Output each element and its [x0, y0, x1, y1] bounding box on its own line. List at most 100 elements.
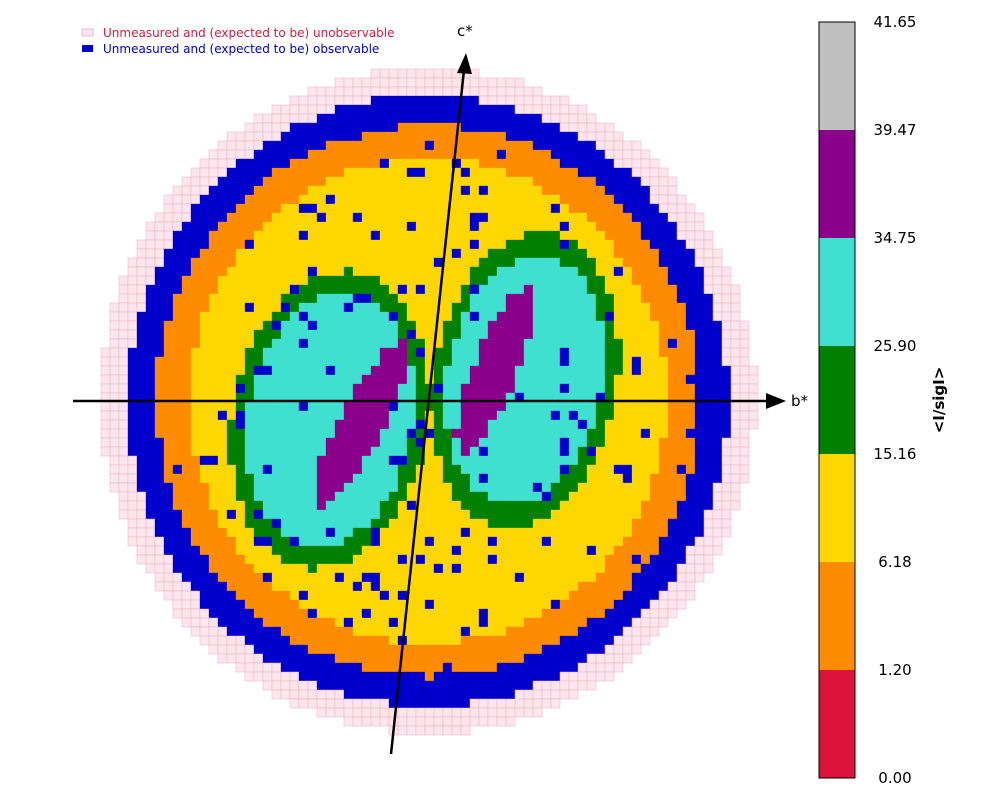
heatmap-cell [298, 194, 309, 205]
heatmap-cell [190, 428, 201, 439]
heatmap-cell [316, 581, 327, 592]
heatmap-cell [577, 158, 588, 169]
heatmap-cell [478, 545, 489, 556]
heatmap-cell [388, 221, 399, 232]
heatmap-cell [478, 707, 489, 718]
heatmap-cell [442, 716, 453, 727]
heatmap-cell [316, 356, 327, 367]
heatmap-cell [181, 194, 192, 205]
heatmap-cell [172, 230, 183, 241]
heatmap-cell [433, 518, 444, 529]
heatmap-cell [280, 185, 291, 196]
heatmap-cell [667, 500, 678, 511]
heatmap-cell [505, 203, 516, 214]
heatmap-cell [388, 428, 399, 439]
heatmap-cell [541, 572, 552, 583]
heatmap-cell [541, 644, 552, 655]
heatmap-cell [253, 437, 264, 448]
heatmap-cell [505, 338, 516, 349]
heatmap-cell [460, 545, 471, 556]
heatmap-cell [415, 347, 426, 358]
heatmap-cell [136, 428, 147, 439]
heatmap-cell [352, 131, 363, 142]
heatmap-cell [505, 230, 516, 241]
heatmap-cell [325, 356, 336, 367]
heatmap-cell [631, 410, 642, 421]
heatmap-cell [460, 194, 471, 205]
heatmap-cell [442, 383, 453, 394]
heatmap-cell [325, 671, 336, 682]
heatmap-cell [271, 365, 282, 376]
heatmap-cell [568, 464, 579, 475]
heatmap-cell [235, 662, 246, 673]
heatmap-cell [181, 230, 192, 241]
heatmap-cell [451, 374, 462, 385]
heatmap-cell [667, 203, 678, 214]
heatmap-cell [541, 563, 552, 574]
heatmap-cell [352, 257, 363, 268]
heatmap-cell [217, 239, 228, 250]
heatmap-cell [559, 500, 570, 511]
heatmap-cell [253, 572, 264, 583]
heatmap-cell [550, 689, 561, 700]
heatmap-cell [460, 536, 471, 547]
heatmap-cell [280, 608, 291, 619]
heatmap-cell [523, 338, 534, 349]
heatmap-cell [694, 473, 705, 484]
heatmap-cell [388, 230, 399, 241]
heatmap-cell [361, 104, 372, 115]
heatmap-cell [397, 347, 408, 358]
heatmap-cell [469, 698, 480, 709]
heatmap-cell [190, 185, 201, 196]
heatmap-cell [379, 374, 390, 385]
heatmap-cell [532, 671, 543, 682]
heatmap-cell [685, 230, 696, 241]
heatmap-cell [334, 464, 345, 475]
heatmap-cell [469, 428, 480, 439]
heatmap-cell [514, 266, 525, 277]
heatmap-cell [379, 455, 390, 466]
heatmap-cell [262, 302, 273, 313]
heatmap-cell [649, 428, 660, 439]
heatmap-cell [613, 140, 624, 151]
heatmap-cell [505, 653, 516, 664]
heatmap-cell [307, 518, 318, 529]
heatmap-cell [433, 698, 444, 709]
heatmap-cell [658, 221, 669, 232]
heatmap-cell [208, 239, 219, 250]
heatmap-cell [577, 401, 588, 412]
heatmap-cell [460, 374, 471, 385]
heatmap-cell [397, 239, 408, 250]
heatmap-cell [316, 473, 327, 484]
heatmap-cell [577, 383, 588, 394]
heatmap-cell [532, 608, 543, 619]
heatmap-cell [316, 401, 327, 412]
heatmap-cell [550, 95, 561, 106]
heatmap-cell [226, 509, 237, 520]
heatmap-cell [127, 311, 138, 322]
heatmap-cell [595, 545, 606, 556]
heatmap-cell [181, 203, 192, 214]
heatmap-cell [514, 599, 525, 610]
heatmap-cell [541, 113, 552, 124]
heatmap-cell [694, 302, 705, 313]
heatmap-cell [334, 194, 345, 205]
heatmap-cell [478, 239, 489, 250]
heatmap-cell [334, 158, 345, 169]
heatmap-cell [163, 257, 174, 268]
heatmap-cell [676, 383, 687, 394]
heatmap-cell [532, 635, 543, 646]
heatmap-cell [298, 221, 309, 232]
heatmap-cell [262, 563, 273, 574]
heatmap-cell [487, 419, 498, 430]
heatmap-cell [532, 617, 543, 628]
heatmap-cell [289, 653, 300, 664]
heatmap-cell [523, 374, 534, 385]
heatmap-cell [505, 437, 516, 448]
heatmap-cell [523, 536, 534, 547]
heatmap-cell [199, 428, 210, 439]
heatmap-cell [379, 122, 390, 133]
heatmap-cell [208, 158, 219, 169]
heatmap-cell [505, 446, 516, 457]
heatmap-cell [424, 248, 435, 259]
